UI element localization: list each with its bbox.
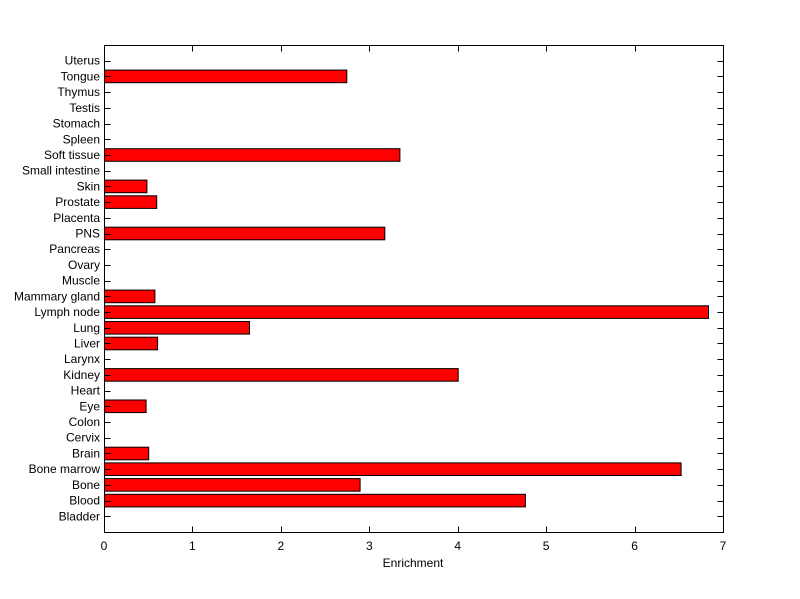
bar-mammary-gland [104,289,156,304]
x-axis-label: Enrichment [383,556,444,570]
y-label-eye: Eye [79,399,100,413]
y-label-muscle: Muscle [62,274,100,288]
bar-liver [104,336,159,351]
x-tick-labels: 0 1 2 3 4 5 6 7 [101,539,727,553]
y-label-spleen: Spleen [63,132,100,146]
bar-tongue [104,69,348,84]
y-label-uterus: Uterus [65,54,100,68]
bar-blood [104,493,526,508]
y-label-stomach: Stomach [53,117,100,131]
y-label-thymus: Thymus [57,85,100,99]
y-label-skin: Skin [77,179,100,193]
x-tick-label-2: 2 [278,539,285,553]
y-label-tongue: Tongue [61,69,101,83]
y-label-cervix: Cervix [66,431,100,445]
y-label-lymph-node: Lymph node [34,305,100,319]
y-label-kidney: Kidney [63,368,100,382]
y-label-placenta: Placenta [53,211,100,225]
x-tick-label-6: 6 [631,539,638,553]
x-tick-label-4: 4 [454,539,461,553]
bar-bone-marrow [104,462,682,476]
y-label-pancreas: Pancreas [49,242,100,256]
x-tick-label-5: 5 [543,539,550,553]
y-label-brain: Brain [72,447,100,461]
y-label-soft-tissue: Soft tissue [44,148,100,162]
y-label-bladder: Bladder [59,509,100,523]
y-label-small-intestine: Small intestine [22,164,100,178]
y-label-ovary: Ovary [68,258,100,272]
y-label-pns: PNS [75,227,100,241]
x-tick-label-0: 0 [101,539,108,553]
y-label-larynx: Larynx [64,352,100,366]
y-label-testis: Testis [69,101,100,115]
bar-bone [104,478,361,492]
bar-skin [104,179,148,194]
y-label-liver: Liver [74,337,100,351]
x-tick-label-1: 1 [189,539,196,553]
bar-prostate [104,195,158,209]
y-label-prostate: Prostate [55,195,100,209]
x-tick-label-3: 3 [366,539,373,553]
bar-brain [104,446,150,461]
bar-pns [104,226,386,241]
bar-lung [104,321,250,335]
plot-frame [104,45,724,533]
bar-kidney [104,368,459,382]
y-label-heart: Heart [71,384,101,398]
y-label-bone: Bone [72,478,100,492]
y-label-mammary-gland: Mammary gland [14,289,100,303]
x-tick-label-7: 7 [720,539,727,553]
y-label-bone-marrow: Bone marrow [29,462,101,476]
ticks-group [104,45,724,533]
bar-soft-tissue [104,148,401,162]
bar-lymph-node [104,305,709,319]
y-label-lung: Lung [73,321,100,335]
y-label-colon: Colon [69,415,100,429]
y-label-blood: Blood [69,494,100,508]
bars-group [104,69,709,508]
bar-eye [104,399,147,414]
